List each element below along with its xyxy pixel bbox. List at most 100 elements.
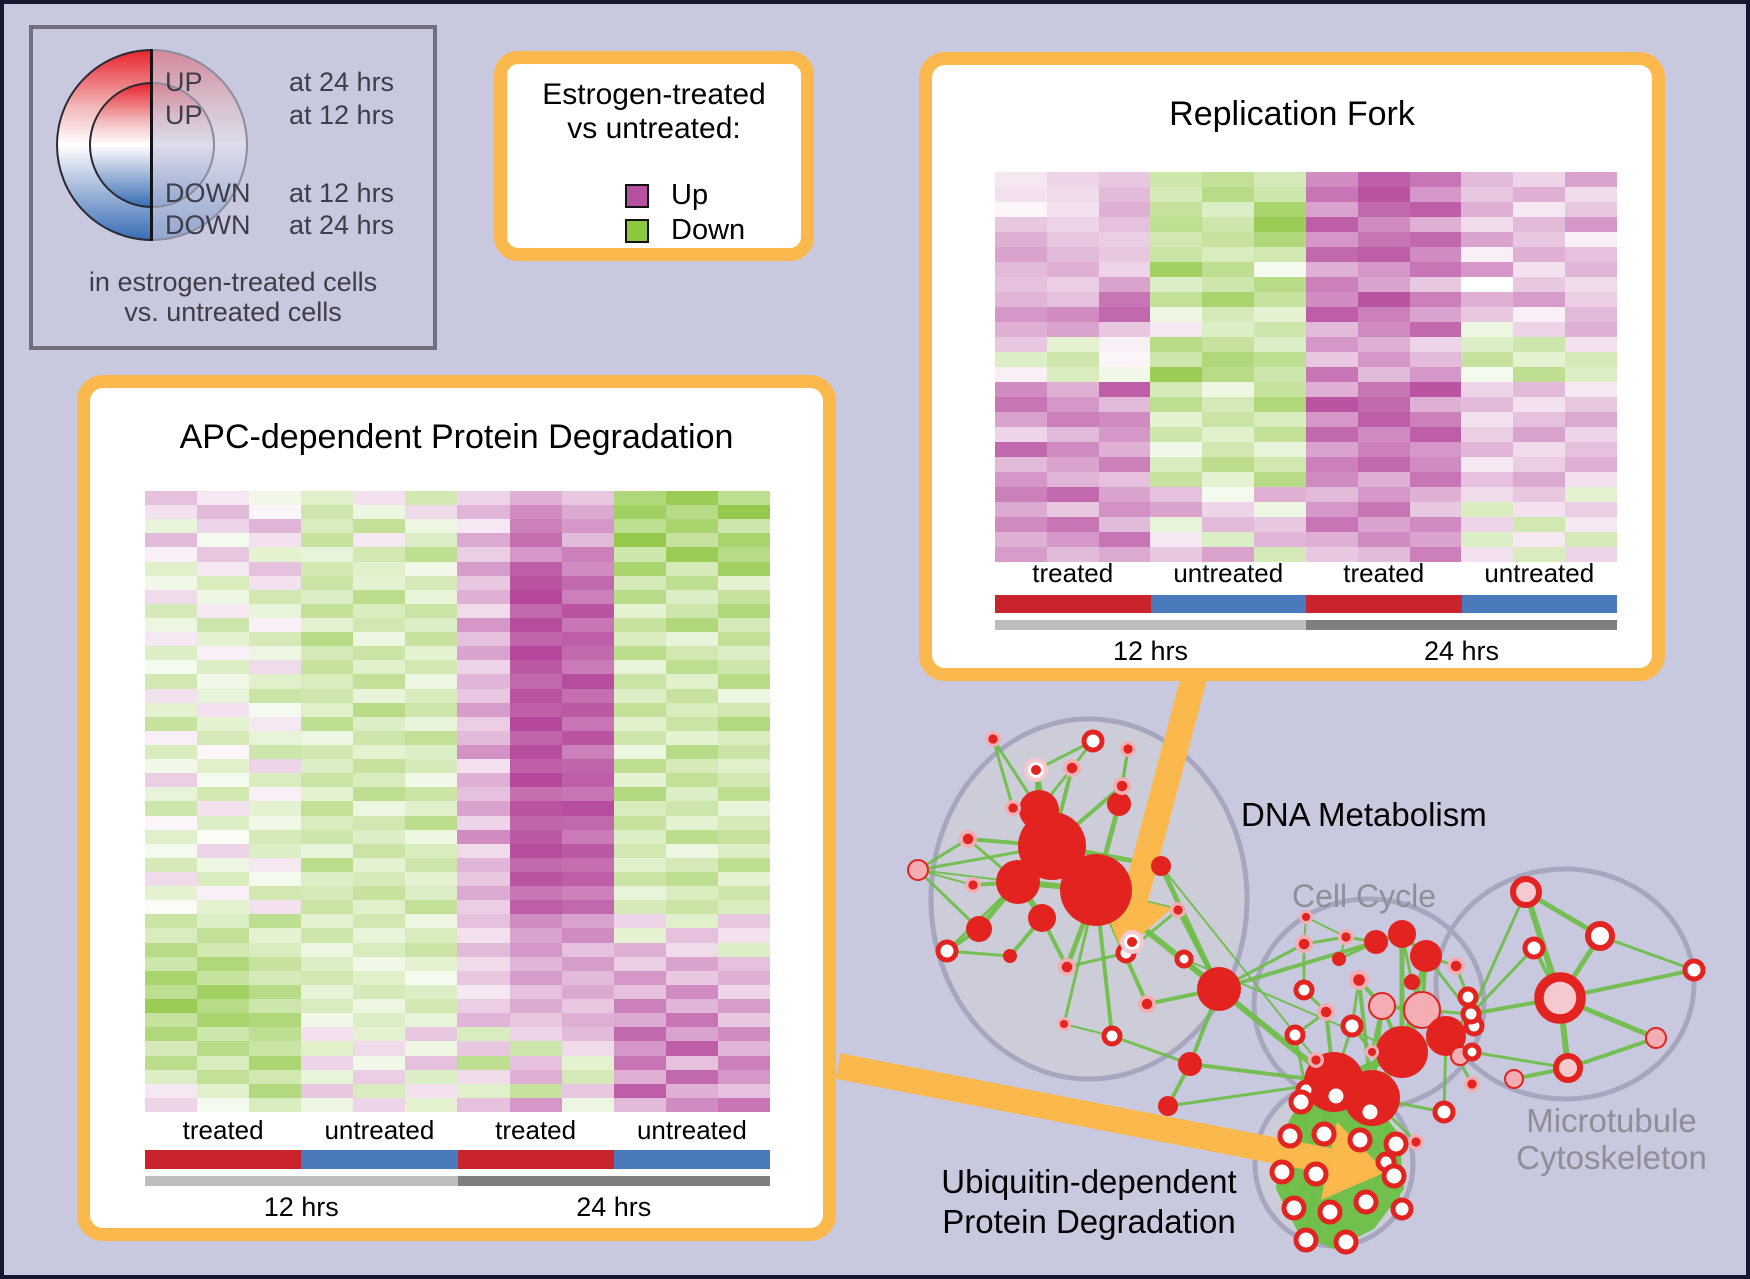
heatmap-cell bbox=[145, 632, 198, 647]
heatmap-cell bbox=[1202, 262, 1255, 277]
cluster-label-microtubule: Microtubule Cytoskeleton bbox=[1516, 1102, 1707, 1177]
mode-caption-line2: vs. untreated cells bbox=[124, 297, 342, 327]
heatmap-cell bbox=[561, 491, 614, 506]
heatmap-cell bbox=[249, 589, 302, 604]
heatmap-cell bbox=[1409, 247, 1462, 262]
heatmap-cell bbox=[1357, 187, 1410, 202]
heatmap-cell bbox=[1513, 517, 1566, 532]
heatmap-cell bbox=[145, 1013, 198, 1028]
heatmap-cell bbox=[665, 815, 718, 830]
gene-node bbox=[1504, 1069, 1524, 1089]
gene-node-core bbox=[1066, 762, 1078, 774]
heatmap-cell bbox=[613, 730, 666, 745]
heatmap-cell bbox=[197, 547, 250, 562]
heatmap-cell bbox=[665, 1069, 718, 1084]
heatmap-cell bbox=[353, 815, 406, 830]
heatmap-cell bbox=[613, 716, 666, 731]
heatmap-cell bbox=[197, 956, 250, 971]
heatmap-cell bbox=[561, 744, 614, 760]
heatmap-cell bbox=[353, 914, 406, 929]
heatmap-cell bbox=[1461, 547, 1514, 562]
heatmap-cell bbox=[457, 1083, 510, 1098]
heatmap-cell bbox=[457, 1013, 510, 1028]
heatmap-cell bbox=[197, 773, 250, 788]
heatmap-cell bbox=[1461, 337, 1514, 352]
heatmap-cell bbox=[1150, 172, 1203, 187]
heatmap-cell bbox=[1461, 172, 1514, 187]
heatmap-cell bbox=[665, 843, 718, 858]
gene-node bbox=[1003, 949, 1017, 963]
heatmap-cell bbox=[561, 603, 614, 618]
gene-node bbox=[1534, 972, 1586, 1024]
heatmap-cell bbox=[405, 942, 458, 957]
heatmap-cell bbox=[1565, 337, 1617, 352]
heatmap-cell bbox=[509, 843, 562, 858]
heatmap-cell bbox=[1565, 442, 1617, 457]
heatmap-cell bbox=[1461, 457, 1514, 472]
heatmap-cell bbox=[1098, 532, 1151, 547]
heatmap-cell bbox=[561, 730, 614, 745]
heatmap-cell bbox=[613, 843, 666, 858]
heatmap-cell bbox=[405, 773, 458, 788]
heatmap-cell bbox=[561, 589, 614, 604]
heatmap-cell bbox=[1513, 172, 1566, 187]
heatmap-cell bbox=[995, 427, 1047, 442]
heatmap-cell bbox=[249, 900, 302, 915]
cluster-label-ubiquitin: Ubiquitin-dependent Protein Degradation bbox=[941, 1163, 1237, 1241]
heatmap-cell bbox=[457, 956, 510, 971]
heatmap-cell bbox=[1098, 367, 1151, 382]
heatmap-cell bbox=[249, 533, 302, 548]
heatmap-cell bbox=[1254, 457, 1306, 472]
heatmap-cell bbox=[249, 744, 302, 760]
up-label: Up bbox=[671, 179, 709, 211]
heatmap-cell bbox=[509, 1083, 562, 1098]
gene-node-core bbox=[1008, 803, 1018, 813]
heatmap-cell bbox=[1098, 472, 1151, 487]
heatmap-cell bbox=[249, 843, 302, 858]
gene-node-core bbox=[1127, 937, 1137, 947]
rf-24hrs-label: 24 hrs bbox=[1423, 636, 1500, 666]
heatmap-cell bbox=[1357, 337, 1410, 352]
heatmap-cell bbox=[405, 787, 458, 802]
network-edge bbox=[1160, 865, 1335, 1083]
heatmap-cell bbox=[1150, 322, 1203, 337]
heatmap-cell bbox=[1254, 547, 1306, 562]
heatmap-cell bbox=[1046, 307, 1099, 322]
heatmap-cell bbox=[301, 984, 354, 999]
heatmap-cell bbox=[1202, 202, 1255, 217]
gene-node-core bbox=[1341, 932, 1351, 942]
heatmap-cell bbox=[1150, 352, 1203, 367]
heatmap-cell bbox=[1202, 352, 1255, 367]
heatmap-cell bbox=[1305, 382, 1358, 397]
heatmap-cell bbox=[1409, 172, 1462, 187]
heatmap-cell bbox=[665, 702, 718, 717]
heatmap-cell bbox=[1150, 367, 1203, 382]
heatmap-cell bbox=[1357, 547, 1410, 562]
heatmap-cell bbox=[509, 886, 562, 901]
heatmap-cell bbox=[353, 646, 406, 661]
network-edge bbox=[1567, 1036, 1657, 1070]
gene-node bbox=[1553, 1053, 1583, 1083]
heatmap-cell bbox=[561, 533, 614, 548]
heatmap-cell bbox=[1409, 517, 1462, 532]
heatmap-cell bbox=[353, 999, 406, 1014]
heatmap-cell bbox=[561, 575, 614, 590]
heatmap-cell bbox=[1305, 232, 1358, 247]
gene-node bbox=[935, 939, 959, 963]
heatmap-cell bbox=[717, 970, 770, 985]
network-edge bbox=[1111, 1034, 1191, 1066]
heatmap-cell bbox=[1513, 262, 1566, 277]
heatmap-cell bbox=[457, 1055, 510, 1070]
heatmap-cell bbox=[301, 505, 354, 520]
gene-node bbox=[1388, 920, 1416, 948]
heatmap-cell bbox=[197, 561, 250, 576]
heatmap-cell bbox=[457, 829, 510, 844]
heatmap-cell bbox=[1357, 247, 1410, 262]
heatmap-cell bbox=[613, 702, 666, 717]
heatmap-cell bbox=[509, 547, 562, 562]
heatmap-cell bbox=[457, 984, 510, 999]
gene-node bbox=[1347, 1127, 1373, 1153]
heatmap-cell bbox=[301, 1069, 354, 1084]
heatmap-cell bbox=[717, 787, 770, 802]
heatmap-cell bbox=[353, 1027, 406, 1042]
